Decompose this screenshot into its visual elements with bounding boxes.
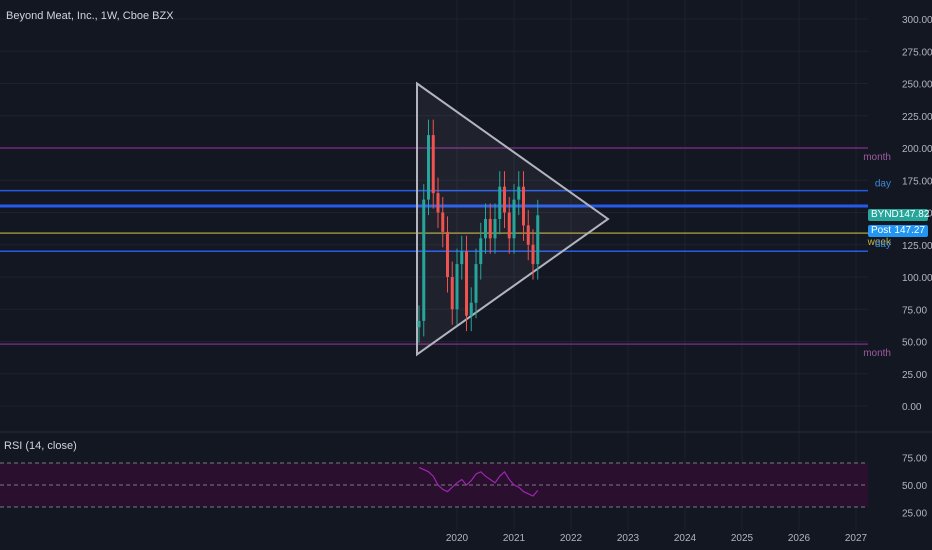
chart-title: Beyond Meat, Inc., 1W, Cboe BZX [6,10,174,22]
post-price-tag: Post 147.27 [868,225,928,237]
candle-body [460,251,464,265]
rsi-label: RSI (14, close) [4,440,77,452]
post-tag-value: 147.27 [894,225,925,236]
y-tick-label: 300.00 [902,15,932,26]
level-label: week [867,237,892,248]
rsi-line [418,466,539,497]
x-tick-label: 2022 [560,533,583,544]
x-tick-label: 2026 [788,533,811,544]
candle-body [436,193,440,213]
candle-body [498,186,502,219]
candle-body [512,199,516,239]
y-tick-label: 200.00 [902,144,932,155]
y-tick-label: 175.00 [902,176,932,187]
x-tick-label: 2025 [731,533,754,544]
candle-body [422,199,426,321]
x-tick-label: 2020 [446,533,469,544]
y-tick-label: 75.00 [902,305,927,316]
candle-body [507,212,511,239]
candle-body [469,302,473,316]
candle-body [526,225,530,245]
level-label: month [863,152,891,163]
candle-body [465,251,468,316]
candle-body [503,186,506,213]
candle-body [522,186,525,226]
x-tick-label: 2023 [617,533,640,544]
y-tick-label: 100.00 [902,273,932,284]
level-label: day [875,239,891,250]
x-tick-label: 2021 [503,533,526,544]
y-tick-label: 50.00 [902,338,927,349]
candle-body [441,212,445,232]
rsi-y-tick-label: 25.00 [902,509,927,520]
candle-body [446,231,449,277]
y-tick-label: 250.00 [902,80,932,91]
candle-body [450,277,454,310]
y-tick-label: 275.00 [902,47,932,58]
candle-body [431,135,435,194]
post-tag-label: Post [871,225,892,236]
symbol-tag-label: BYND [871,209,899,220]
y-tick-label: 25.00 [902,370,927,381]
candle-body [474,264,478,303]
y-tick-label: 225.00 [902,112,932,123]
symbol-price-tag: BYND 147.82 [868,209,930,221]
candle-body [493,218,497,239]
candle-body [531,244,535,265]
rsi-y-tick-label: 75.00 [902,454,927,465]
y-tick-label: 0.00 [902,402,922,413]
x-tick-label: 2027 [845,533,868,544]
candle-body [427,135,430,200]
candle-body [484,218,487,239]
level-label: month [863,348,891,359]
candle-body [479,238,483,265]
candle-body [417,320,421,328]
level-label: day [875,179,891,190]
candle-body [536,215,540,265]
rsi-y-tick-label: 50.00 [902,481,927,492]
symbol-tag-value: 147.82 [898,209,930,220]
x-tick-label: 2024 [674,533,697,544]
candle-body [488,218,492,239]
candle-body [455,264,459,310]
y-tick-label: 125.00 [902,241,932,252]
candle-body [517,186,521,200]
